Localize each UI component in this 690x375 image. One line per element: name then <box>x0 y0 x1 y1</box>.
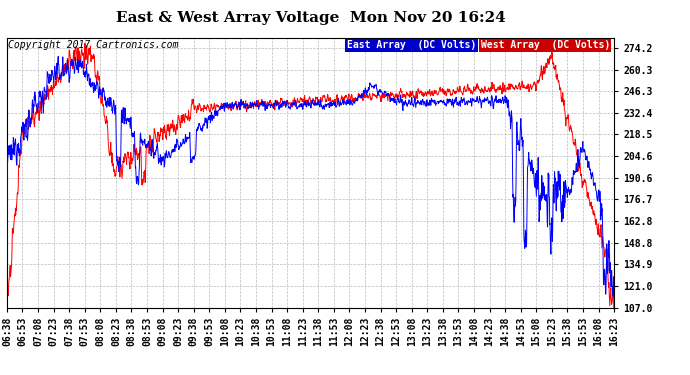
Text: Copyright 2017 Cartronics.com: Copyright 2017 Cartronics.com <box>8 40 178 50</box>
Text: East Array  (DC Volts): East Array (DC Volts) <box>347 40 476 50</box>
Text: West Array  (DC Volts): West Array (DC Volts) <box>480 40 610 50</box>
Text: East & West Array Voltage  Mon Nov 20 16:24: East & West Array Voltage Mon Nov 20 16:… <box>116 11 505 25</box>
